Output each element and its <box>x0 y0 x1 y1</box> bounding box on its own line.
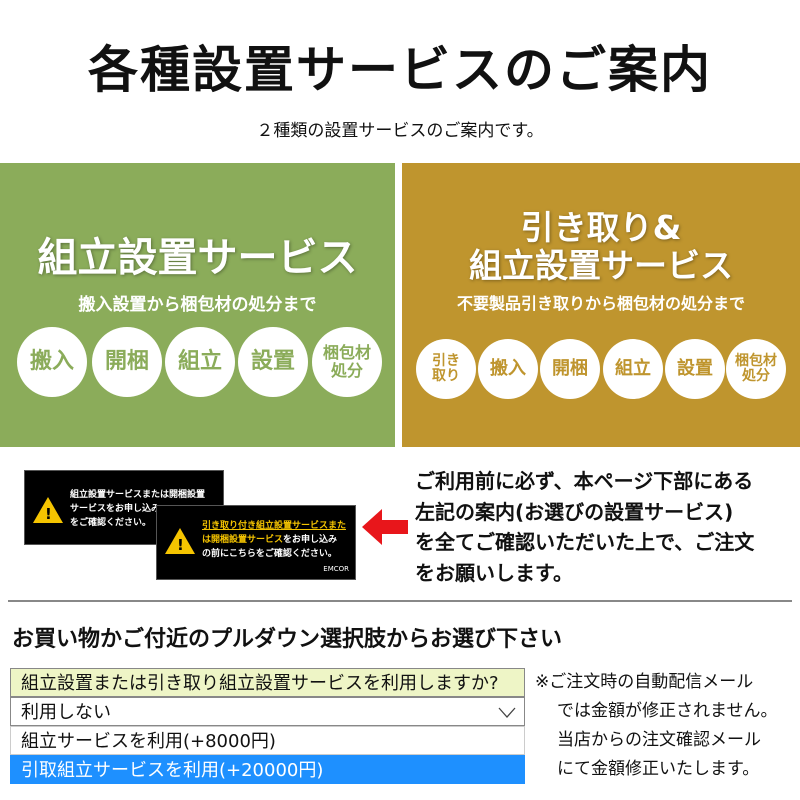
card-text: の前にこちらをご確認ください。 <box>202 549 337 559</box>
card-text: 引き取り付き組立設置サービスまた <box>202 521 347 531</box>
select-option-highlighted[interactable]: 引取組立サービスを利用(+20000円) <box>10 755 525 784</box>
note-line: では金額が修正されません。 <box>557 701 778 721</box>
select-value: 利用しない <box>21 702 111 723</box>
step-circle: 梱包材処分 <box>312 327 382 397</box>
emcor-logo: EMCOR <box>323 565 349 573</box>
exclamation-glyph: ! <box>177 536 184 554</box>
price-note: ※ご注文時の自動配信メール では金額が修正されません。 当店からの注文確認メール… <box>535 668 778 784</box>
card-text: サービスをお申し込み <box>70 504 161 514</box>
panel-desc: 不要製品引き取りから梱包材の処分まで <box>456 294 745 313</box>
step-circle: 開梱 <box>540 339 600 399</box>
section-heading: お買い物かご付近のプルダウン選択肢からお選び下さい <box>12 627 563 652</box>
card-text: は開梱設置サービス <box>202 535 284 545</box>
arrow-left-icon <box>362 509 408 545</box>
card-text: をお申し込み <box>283 535 338 545</box>
select-label: 組立設置または引き取り組立設置サービスを利用しますか? <box>10 668 525 697</box>
panel-desc: 搬入設置から梱包材の処分まで <box>78 295 317 315</box>
chevron-down-icon <box>498 707 516 718</box>
step-circle: 引き取り <box>416 339 476 399</box>
note-line: 当店からの注文確認メール <box>557 730 761 750</box>
step-circle: 搬入 <box>478 339 538 399</box>
step-circle: 設置 <box>238 327 308 397</box>
step-circle: 搬入 <box>17 327 87 397</box>
card-text: をご確認ください。 <box>70 518 152 528</box>
exclamation-glyph: ! <box>45 505 52 523</box>
step-circle: 梱包材処分 <box>726 339 786 399</box>
warning-icon <box>33 497 63 523</box>
note-line: ※ご注文時の自動配信メール <box>535 672 754 692</box>
notice-line: をお願いします。 <box>415 560 573 585</box>
divider <box>8 600 792 602</box>
notice-text: ご利用前に必ず、本ページ下部にある 左記の案内(お選びの設置サービス) を全てご… <box>415 466 754 588</box>
note-line: にて金額修正いたします。 <box>557 759 760 779</box>
page-title: 各種設置サービスのご案内 <box>88 41 712 99</box>
pickup-assembly-service-panel: 引き取り& 組立設置サービス 不要製品引き取りから梱包材の処分まで 引き取り 搬… <box>402 163 800 447</box>
step-circle: 組立 <box>603 339 663 399</box>
step-circle: 組立 <box>165 327 235 397</box>
card-text: 組立設置サービスまたは開梱設置 <box>70 490 206 500</box>
service-select[interactable]: 利用しない <box>10 697 525 726</box>
notice-line: 左記の案内(お選びの設置サービス) <box>415 499 734 524</box>
panel-title: 組立設置サービス <box>37 235 358 281</box>
select-option[interactable]: 組立サービスを利用(+8000円) <box>10 726 525 755</box>
panel-title-line2: 組立設置サービス <box>469 246 733 285</box>
step-circle: 設置 <box>665 339 725 399</box>
notice-line: を全てご確認いただいた上で、ご注文 <box>415 530 755 554</box>
notice-line: ご利用前に必ず、本ページ下部にある <box>415 469 754 493</box>
page-subtitle: ２種類の設置サービスのご案内です。 <box>256 121 544 141</box>
panel-title-line1: 引き取り& <box>520 208 682 247</box>
step-circle: 開梱 <box>92 327 162 397</box>
notice-card-pickup[interactable]: ! 引き取り付き組立設置サービスまた は開梱設置サービスをお申し込み の前にこち… <box>156 505 356 580</box>
assembly-service-panel: 組立設置サービス 搬入設置から梱包材の処分まで 搬入 開梱 組立 設置 梱包材処… <box>0 163 395 447</box>
warning-icon <box>165 528 195 554</box>
